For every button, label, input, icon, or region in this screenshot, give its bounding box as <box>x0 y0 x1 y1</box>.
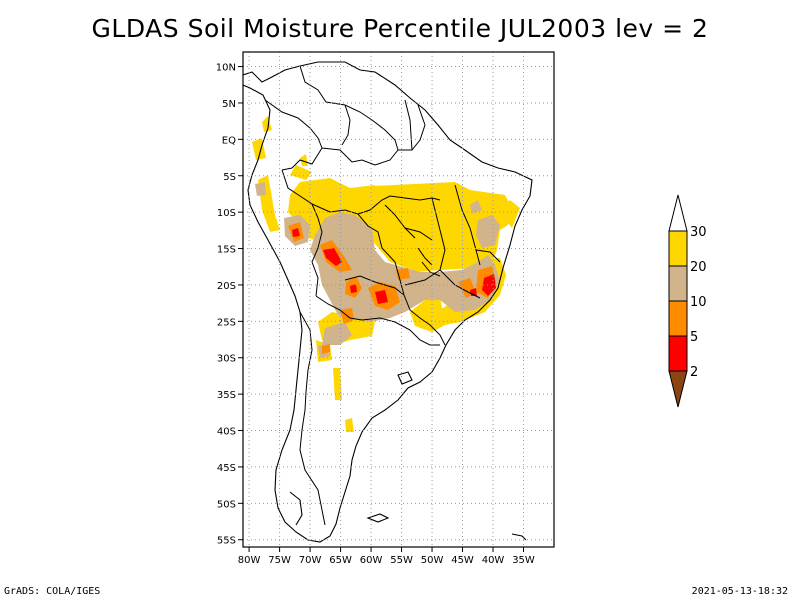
lat-tick-label: 5S <box>223 172 236 183</box>
lon-tick-label: 70W <box>299 555 322 566</box>
colorbar: 30 20 10 5 2 <box>668 194 707 408</box>
coastlines <box>243 61 533 543</box>
colorbar-10-20 <box>668 265 688 302</box>
map-title: GLDAS Soil Moisture Percentile JUL2003 l… <box>91 14 709 43</box>
lat-tick-label: 5N <box>222 99 236 110</box>
lon-tick-label: 75W <box>268 555 291 566</box>
lon-tick-label: 35W <box>512 555 535 566</box>
grid-lines <box>243 52 554 547</box>
lon-tick-label: 55W <box>390 555 413 566</box>
lon-tick-label: 65W <box>329 555 352 566</box>
lon-tick-label: 60W <box>360 555 383 566</box>
lat-tick-label: 25S <box>217 317 236 328</box>
colorbar-label-2: 2 <box>690 365 698 380</box>
colorbar-label-5: 5 <box>690 330 698 345</box>
longitude-axis: 80W 75W 70W 65W 60W 55W 50W 45W 40W 35W <box>238 547 535 566</box>
lat-tick-label: 50S <box>217 499 236 510</box>
political-borders <box>264 65 501 526</box>
lon-tick-label: 40W <box>482 555 505 566</box>
lon-tick-label: 50W <box>421 555 444 566</box>
colorbar-20-30 <box>668 230 688 267</box>
lat-tick-label: 30S <box>217 354 236 365</box>
lon-tick-label: 80W <box>238 555 261 566</box>
lat-tick-label: 10S <box>217 208 236 219</box>
colorbar-label-20: 20 <box>690 260 707 275</box>
colorbar-label-30: 30 <box>690 225 707 240</box>
lat-tick-label: 15S <box>217 245 236 256</box>
lat-tick-label: 45S <box>217 463 236 474</box>
lon-tick-label: 45W <box>451 555 474 566</box>
map-frame <box>242 51 555 548</box>
footer-timestamp: 2021-05-13-18:32 <box>691 586 788 597</box>
lat-tick-label: 20S <box>217 281 236 292</box>
shaded-fields <box>252 116 520 432</box>
lat-tick-label: 35S <box>217 390 236 401</box>
lat-tick-label: EQ <box>222 135 236 146</box>
colorbar-2-5 <box>668 335 688 372</box>
colorbar-below-2 <box>668 370 688 408</box>
latitude-axis: 10N 5N EQ 5S 10S 15S 20S 25S 30S 35S 40S 45S 50S 55S <box>216 63 243 547</box>
colorbar-above-30 <box>668 194 688 232</box>
shade-2-5 <box>292 228 496 304</box>
footer-software-credit: GrADS: COLA/IGES <box>4 586 101 597</box>
lat-tick-label: 40S <box>217 427 236 438</box>
lat-tick-label: 10N <box>216 63 236 74</box>
lat-tick-label: 55S <box>217 536 236 547</box>
colorbar-5-10 <box>668 300 688 337</box>
colorbar-label-10: 10 <box>690 295 707 310</box>
